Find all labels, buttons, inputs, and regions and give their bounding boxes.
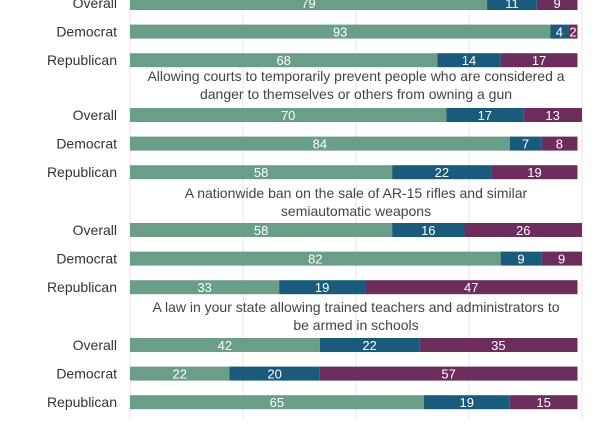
bar-segment: [437, 53, 501, 68]
bar-segment: [541, 136, 578, 151]
bar-segment: [229, 366, 320, 381]
bar-segment: [509, 395, 578, 410]
bar-segment: [487, 0, 537, 10]
bar-segment: [130, 395, 424, 410]
row-label: Democrat: [56, 136, 117, 152]
group-title: A law in your state allowing trained tea…: [153, 299, 560, 315]
bar-segment: [130, 24, 551, 39]
data-label: 9: [558, 252, 565, 267]
data-label: 82: [308, 252, 322, 267]
row-label: Republican: [47, 164, 117, 180]
data-label: 84: [313, 137, 327, 152]
bar-segment: [423, 395, 510, 410]
bar-segment: [568, 24, 578, 39]
bar-segment: [500, 53, 578, 68]
data-label: 68: [276, 53, 290, 68]
data-label: 70: [281, 108, 295, 123]
data-label: 17: [478, 108, 492, 123]
data-label: 4: [556, 25, 563, 40]
bar-segment: [130, 108, 447, 122]
bar-segment: [541, 251, 582, 266]
group-title: semiautomatic weapons: [281, 203, 431, 219]
data-label: 22: [172, 367, 186, 382]
bar-segment: [279, 280, 366, 295]
bar-segment: [536, 0, 578, 10]
row-label: Republican: [47, 394, 117, 410]
data-label: 33: [197, 280, 211, 295]
data-label: 15: [536, 395, 550, 410]
data-label: 65: [270, 395, 284, 410]
data-label: 7: [522, 137, 529, 152]
data-label: 13: [545, 108, 559, 123]
data-label: 57: [441, 367, 455, 382]
data-label: 9: [517, 252, 524, 267]
bar-segment: [491, 165, 578, 180]
bar-segment: [392, 165, 492, 180]
bar-segment: [130, 338, 320, 352]
data-label: 93: [333, 25, 347, 40]
bar-segment: [509, 136, 542, 151]
data-label: 19: [315, 280, 329, 295]
data-label: 22: [435, 165, 449, 180]
row-label: Democrat: [56, 251, 117, 267]
data-label: 58: [254, 165, 268, 180]
bar-segment: [130, 53, 438, 68]
data-label: 19: [460, 395, 474, 410]
data-label: 9: [554, 0, 561, 11]
group-title: Allowing courts to temporarily prevent p…: [147, 68, 564, 84]
data-label: 47: [464, 280, 478, 295]
bar-segment: [419, 338, 578, 352]
row-label: Democrat: [56, 24, 117, 40]
data-label: 35: [491, 338, 505, 353]
data-label: 79: [301, 0, 315, 11]
bar-segment: [392, 223, 465, 237]
data-label: 14: [462, 53, 476, 68]
bar-group: Overall 79 11 9 Democrat 93 4 2 Republican 68 14 17: [47, 0, 578, 68]
data-label: 19: [527, 165, 541, 180]
group-title: A nationwide ban on the sale of AR-15 ri…: [185, 185, 528, 201]
bar-segment: [130, 165, 393, 180]
data-label: 8: [556, 137, 563, 152]
data-label: 22: [362, 338, 376, 353]
data-label: 26: [516, 223, 530, 238]
row-label: Republican: [47, 279, 117, 295]
data-label: 2: [569, 25, 576, 40]
data-label: 16: [421, 223, 435, 238]
data-label: 20: [267, 367, 281, 382]
data-label: 42: [218, 338, 232, 353]
bar-segment: [130, 366, 230, 381]
bar-segment: [550, 24, 569, 39]
bar-segment: [130, 0, 488, 10]
data-label: 17: [532, 53, 546, 68]
bar-segment: [319, 338, 420, 352]
bar-segment: [464, 223, 582, 237]
row-label: Overall: [73, 0, 117, 11]
bar-segment: [523, 108, 582, 122]
bar-segment: [446, 108, 524, 122]
row-label: Republican: [47, 52, 117, 68]
bar-segment: [365, 280, 578, 295]
bar-segment: [130, 223, 393, 237]
bar-group: A law in your state allowing trained tea…: [47, 299, 578, 410]
group-title: be armed in schools: [293, 317, 418, 333]
bar-segment: [319, 366, 578, 381]
bar-segment: [130, 136, 510, 151]
bar-segment: [130, 251, 501, 266]
row-label: Overall: [73, 337, 117, 353]
group-title: danger to themselves or others from owni…: [200, 86, 512, 102]
bar-segment: [500, 251, 542, 266]
row-label: Overall: [73, 222, 117, 238]
bar-group: Allowing courts to temporarily prevent p…: [47, 68, 582, 180]
row-label: Democrat: [56, 366, 117, 382]
bar-segment: [130, 280, 280, 295]
row-label: Overall: [73, 107, 117, 123]
data-label: 11: [505, 0, 519, 11]
data-label: 58: [254, 223, 268, 238]
bar-group: A nationwide ban on the sale of AR-15 ri…: [47, 185, 582, 295]
